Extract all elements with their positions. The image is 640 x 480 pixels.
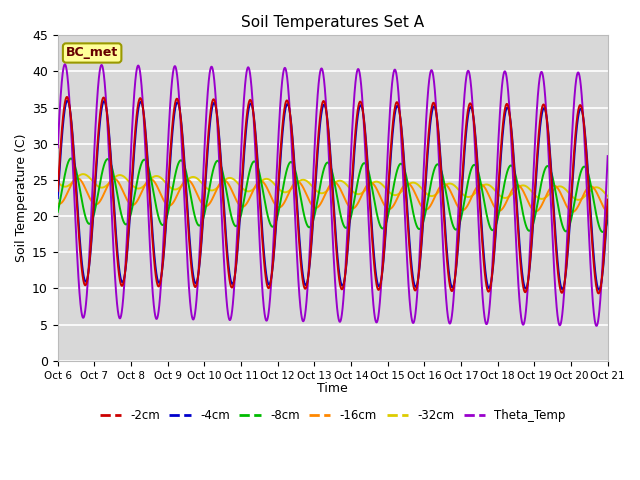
X-axis label: Time: Time bbox=[317, 382, 348, 395]
Text: BC_met: BC_met bbox=[66, 47, 118, 60]
Y-axis label: Soil Temperature (C): Soil Temperature (C) bbox=[15, 134, 28, 262]
Legend: -2cm, -4cm, -8cm, -16cm, -32cm, Theta_Temp: -2cm, -4cm, -8cm, -16cm, -32cm, Theta_Te… bbox=[95, 404, 571, 427]
Title: Soil Temperatures Set A: Soil Temperatures Set A bbox=[241, 15, 424, 30]
